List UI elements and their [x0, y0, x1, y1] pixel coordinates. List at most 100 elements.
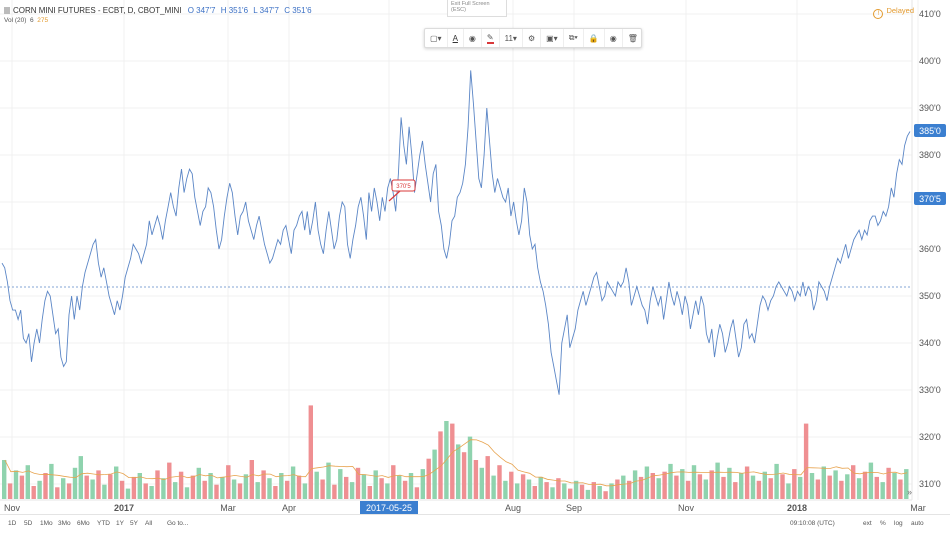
volume-bar: [108, 474, 113, 499]
price-tick-label: 400'0: [919, 56, 941, 66]
volume-bar: [385, 483, 390, 499]
range-1d[interactable]: 1D: [8, 520, 17, 527]
time-axis[interactable]: Nov 2017 Mar Apr 2017-05-25 Aug Sep Nov 2018 Mar: [4, 501, 926, 514]
symbol-title: CORN MINI FUTURES - ECBT, D, CBOT_MINI: [13, 6, 182, 15]
time-tick-label: 2017: [114, 503, 134, 513]
volume-bar: [314, 471, 319, 499]
price-tick-label: 330'0: [919, 385, 941, 395]
volume-bar: [715, 462, 720, 499]
price-axis[interactable]: 410'0400'0390'0380'0370'0360'0350'0340'0…: [919, 9, 941, 489]
template-button[interactable]: ▢▾: [425, 29, 448, 47]
volume-bar: [208, 473, 213, 499]
volume-bar: [137, 473, 142, 499]
volume-bar: [61, 478, 66, 499]
volume-bar: [768, 478, 773, 499]
volume-bar: [880, 482, 885, 499]
volume-bar: [839, 480, 844, 499]
volume-bar: [803, 423, 809, 499]
volume-bar: [591, 482, 596, 499]
volume-bar: [603, 491, 608, 499]
grid-lines: [0, 0, 919, 500]
volume-bar: [143, 483, 148, 499]
volume-bar: [255, 482, 260, 499]
volume-bar: [125, 488, 131, 499]
volume-bar: [461, 452, 467, 499]
volume-bar: [662, 471, 667, 499]
volume-bar: [184, 487, 190, 499]
volume-bar: [414, 487, 420, 499]
volume-bar: [119, 480, 125, 499]
auto-toggle[interactable]: auto: [911, 520, 924, 527]
high-value: H 351'6: [220, 6, 249, 15]
range-1y[interactable]: 1Y: [116, 520, 124, 527]
volume-bar: [721, 476, 726, 499]
volume-bar: [585, 489, 591, 499]
delayed-indicator[interactable]: ! Delayed: [873, 6, 914, 19]
symbol-legend[interactable]: CORN MINI FUTURES - ECBT, D, CBOT_MINI O…: [4, 6, 315, 15]
volume-bar: [886, 467, 891, 499]
volume-bar: [538, 476, 543, 499]
volume-bar: [19, 475, 25, 499]
range-5d[interactable]: 5D: [24, 520, 33, 527]
volume-bar: [226, 465, 231, 499]
volume-bar: [703, 479, 708, 499]
bottom-toolbar: 1D 5D 1Mo 3Mo 6Mo YTD 1Y 5Y All Go to...…: [0, 514, 950, 534]
price-tick-label: 340'0: [919, 338, 941, 348]
crosshair-price-badge-bg: [914, 192, 946, 205]
volume-bar: [196, 467, 201, 499]
time-tick-label: Mar: [220, 503, 236, 513]
time-tick-label: 2017-05-25: [366, 503, 412, 513]
volume-bar: [597, 486, 602, 499]
range-6mo[interactable]: 6Mo: [77, 520, 90, 527]
range-5y[interactable]: 5Y: [130, 520, 138, 527]
go-to-button[interactable]: Go to...: [167, 520, 189, 527]
text-color-button[interactable]: A: [448, 29, 464, 47]
clone-button[interactable]: ⧉▾: [564, 29, 584, 47]
volume-bar: [43, 473, 48, 499]
volume-bar: [296, 475, 302, 499]
time-tick-label: Mar: [910, 503, 926, 513]
close-value: C 351'6: [284, 6, 312, 15]
range-3mo[interactable]: 3Mo: [58, 520, 71, 527]
volume-bar: [491, 475, 496, 499]
chevron-down-icon: ▾: [512, 33, 517, 43]
ext-toggle[interactable]: ext: [863, 520, 872, 527]
volume-bar: [379, 478, 384, 499]
volume-bar: [90, 479, 95, 499]
range-ytd[interactable]: YTD: [97, 520, 110, 527]
scroll-to-end-icon[interactable]: »: [906, 487, 912, 497]
price-note-annotation[interactable]: 370'5: [388, 179, 416, 202]
volume-bar: [809, 473, 815, 499]
volume-bar: [750, 475, 756, 499]
volume-bar: [13, 470, 19, 499]
percent-toggle[interactable]: %: [880, 520, 886, 527]
log-toggle[interactable]: log: [894, 520, 903, 527]
fill-color-button[interactable]: ◉: [464, 29, 482, 47]
settings-button[interactable]: ⚙: [523, 29, 542, 47]
ohlc-values: O 347'7 H 351'6 L 347'7 C 351'6: [188, 6, 315, 15]
volume-bar: [556, 478, 561, 499]
volume-bar: [349, 482, 355, 499]
volume-bar: [568, 488, 573, 499]
visibility-button[interactable]: ◉: [605, 29, 623, 47]
volume-bar: [786, 483, 791, 499]
price-tick-label: 320'0: [919, 432, 941, 442]
lock-button[interactable]: 🔒: [584, 29, 605, 47]
volume-bar: [627, 480, 632, 499]
range-1mo[interactable]: 1Mo: [40, 520, 53, 527]
price-tick-label: 390'0: [919, 103, 941, 113]
range-all[interactable]: All: [145, 520, 153, 527]
volume-legend[interactable]: Vol (20) 6 275: [4, 17, 48, 24]
font-size-select[interactable]: 11 ▾: [500, 29, 523, 47]
volume-bar: [845, 474, 850, 499]
line-color-button[interactable]: ✎: [482, 29, 500, 47]
visual-order-button[interactable]: ▣▾: [541, 29, 564, 47]
delete-button[interactable]: 🗑: [623, 29, 643, 47]
volume-bar: [426, 458, 431, 499]
volume-bar: [685, 480, 691, 499]
volume-bar: [680, 469, 685, 499]
volume-bar: [727, 467, 732, 499]
volume-bar: [862, 471, 868, 499]
time-tick-label: Sep: [566, 503, 582, 513]
